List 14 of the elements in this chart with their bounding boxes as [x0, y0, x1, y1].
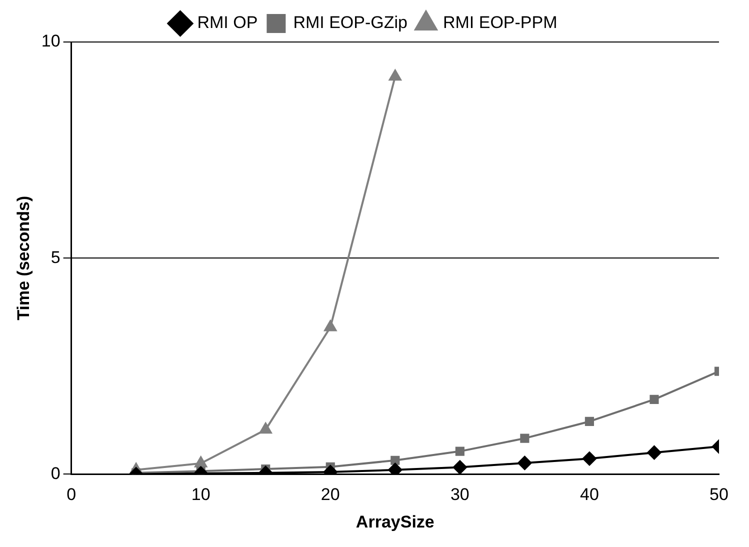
- x-tick-label: 30: [450, 485, 470, 504]
- x-axis-title: ArraySize: [356, 512, 434, 532]
- x-tick-label: 50: [710, 485, 728, 504]
- legend-label: RMI OP: [197, 13, 258, 32]
- y-axis-title: Time (seconds): [14, 196, 33, 320]
- x-tick-label: 20: [320, 485, 340, 504]
- y-tick-label: 5: [50, 248, 60, 267]
- legend-label: RMI EOP-GZip: [293, 13, 408, 32]
- y-tick-label: 0: [50, 464, 60, 483]
- x-tick-label: 40: [580, 485, 599, 504]
- y-tick-label: 10: [41, 32, 60, 51]
- x-tick-label: 10: [191, 485, 210, 504]
- legend-label: RMI EOP-PPM: [442, 13, 558, 32]
- x-tick-label: 0: [66, 485, 76, 504]
